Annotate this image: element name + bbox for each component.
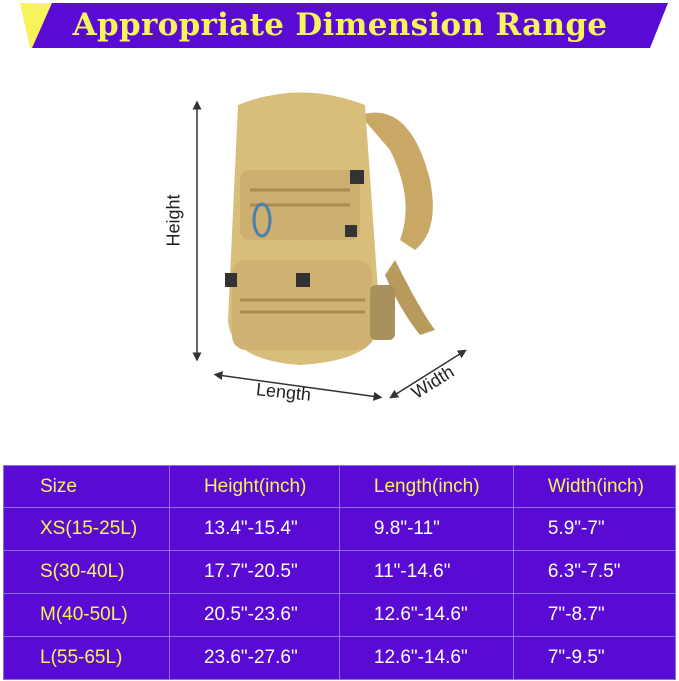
length-cell: 9.8"-11" xyxy=(338,507,514,551)
size-cell: M(40-50L) xyxy=(3,593,170,637)
title-banner xyxy=(20,3,668,48)
length-cell: 11"-14.6" xyxy=(338,550,514,594)
height-label: Height xyxy=(163,194,184,247)
width-cell: 5.9"-7" xyxy=(512,507,677,551)
height-cell: 17.7"-20.5" xyxy=(168,550,340,594)
table-row: M(40-50L) 20.5"-23.6" 12.6"-14.6" 7"-8.7… xyxy=(3,593,677,637)
table-row: S(30-40L) 17.7"-20.5" 11"-14.6" 6.3"-7.5… xyxy=(3,550,677,594)
size-cell: L(55-65L) xyxy=(3,636,170,680)
header-height: Height(inch) xyxy=(168,465,340,508)
width-cell: 6.3"-7.5" xyxy=(512,550,677,594)
length-cell: 12.6"-14.6" xyxy=(338,593,514,637)
size-table: Size Height(inch) Length(inch) Width(inc… xyxy=(3,465,677,680)
height-cell: 13.4"-15.4" xyxy=(168,507,340,551)
size-cell: S(30-40L) xyxy=(3,550,170,594)
size-cell: XS(15-25L) xyxy=(3,507,170,551)
table-header-row: Size Height(inch) Length(inch) Width(inc… xyxy=(3,465,677,508)
width-cell: 7"-9.5" xyxy=(512,636,677,680)
width-cell: 7"-8.7" xyxy=(512,593,677,637)
height-cell: 23.6"-27.6" xyxy=(168,636,340,680)
header-size: Size xyxy=(3,465,170,508)
header-width: Width(inch) xyxy=(512,465,677,508)
length-cell: 12.6"-14.6" xyxy=(338,636,514,680)
header-length: Length(inch) xyxy=(338,465,514,508)
height-cell: 20.5"-23.6" xyxy=(168,593,340,637)
product-figure: Height Length Width xyxy=(0,60,679,460)
table-row: XS(15-25L) 13.4"-15.4" 9.8"-11" 5.9"-7" xyxy=(3,507,677,551)
backpack-image xyxy=(192,92,467,401)
banner-title: Appropriate Dimension Range xyxy=(72,7,608,43)
table-row: L(55-65L) 23.6"-27.6" 12.6"-14.6" 7"-9.5… xyxy=(3,636,677,680)
